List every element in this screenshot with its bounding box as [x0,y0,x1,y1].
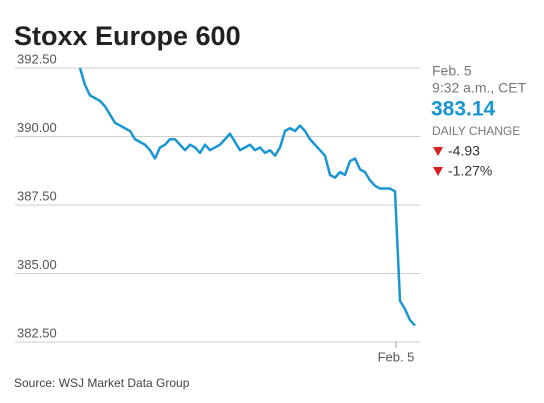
panel-change-label: DAILY CHANGE [432,124,520,138]
chart-title: Stoxx Europe 600 [14,21,241,51]
panel-change: -4.93 [448,143,480,159]
down-arrow [433,147,443,156]
price-line [78,67,416,327]
panel-date: Feb. 5 [432,63,472,79]
panel-change-pct: -1.27% [448,163,492,179]
y-tick-label: 390.00 [17,120,57,135]
source: Source: WSJ Market Data Group [14,376,190,390]
y-tick-label: 387.50 [17,188,57,203]
panel-time: 9:32 a.m., CET [432,80,527,96]
y-tick-label: 385.00 [17,257,57,272]
panel-last: 383.14 [431,98,496,121]
down-arrow [433,167,443,176]
y-tick-label: 392.50 [17,51,57,66]
y-tick-label: 382.50 [17,325,57,340]
x-tick-label: Feb. 5 [378,349,415,364]
